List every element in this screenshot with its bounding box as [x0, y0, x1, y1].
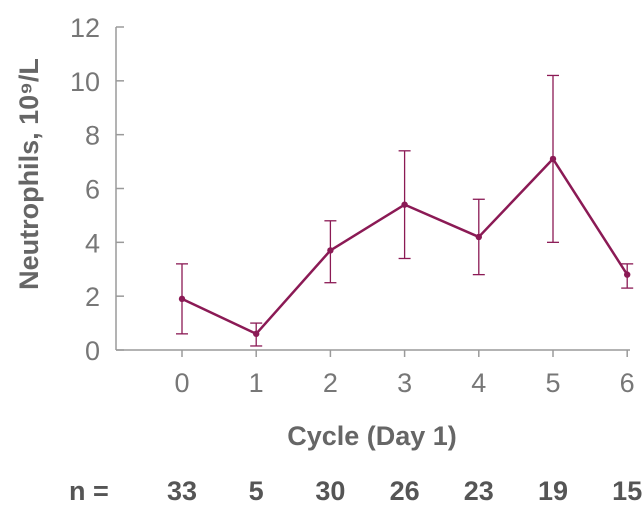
x-axis-label: Cycle (Day 1) [287, 421, 457, 451]
data-point [178, 295, 186, 303]
y-tick-label: 0 [85, 336, 100, 366]
x-tick-label: 3 [397, 368, 412, 398]
n-value: 19 [538, 476, 568, 506]
n-label: n = [69, 476, 109, 506]
y-tick-label: 4 [85, 228, 100, 258]
data-points [178, 155, 631, 338]
y-axis-label: Neutrophils, 10⁹/L [14, 58, 44, 290]
y-tick-label: 2 [85, 282, 100, 312]
x-tick-label: 0 [174, 368, 189, 398]
x-tick-label: 4 [471, 368, 486, 398]
x-axis: 0 1 2 3 4 5 6 [116, 349, 635, 398]
data-point [549, 155, 557, 163]
data-point [475, 233, 482, 241]
y-tick-label: 6 [85, 175, 100, 205]
x-tick-label: 5 [545, 368, 560, 398]
x-tick-label: 1 [249, 368, 264, 398]
y-tick-label: 10 [70, 67, 100, 97]
data-point [624, 271, 631, 278]
n-value: 33 [167, 476, 197, 506]
n-value: 30 [315, 476, 345, 506]
error-bars [176, 74, 634, 347]
n-value: 23 [464, 476, 494, 506]
data-point [253, 330, 260, 338]
x-tick-label: 6 [620, 368, 635, 398]
x-tick-label: 2 [323, 368, 338, 398]
data-point [327, 247, 334, 254]
n-values: 33 5 30 26 23 19 15 [167, 476, 642, 506]
data-point [401, 201, 408, 208]
y-axis: 0 2 4 6 8 10 12 [70, 13, 124, 366]
y-tick-label: 12 [70, 13, 100, 43]
y-tick-label: 8 [85, 121, 100, 151]
n-value: 5 [249, 476, 264, 506]
n-value: 15 [612, 476, 642, 506]
n-value: 26 [390, 476, 420, 506]
